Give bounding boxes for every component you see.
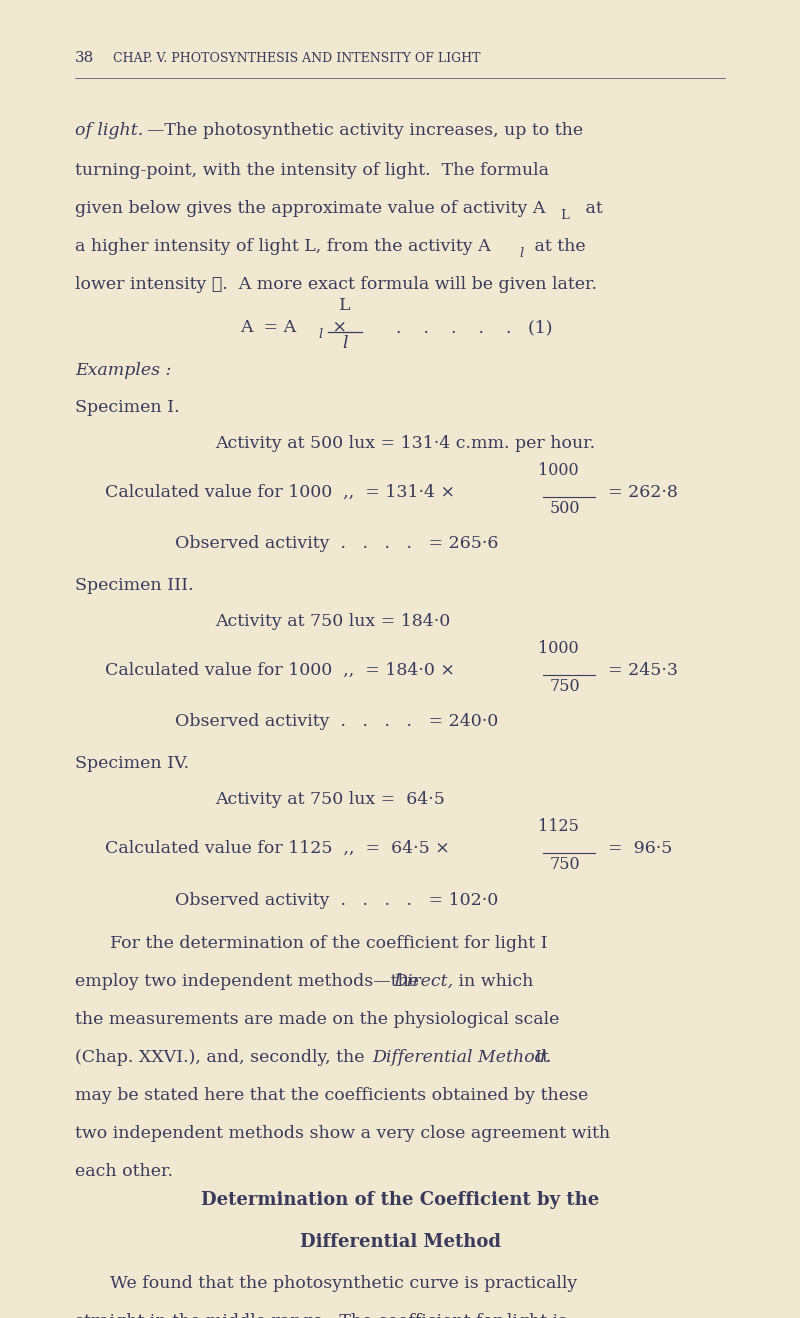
Text: Differential Method.: Differential Method.: [372, 1049, 551, 1066]
Text: It: It: [524, 1049, 549, 1066]
Text: lower intensity ℓ.  A more exact formula will be given later.: lower intensity ℓ. A more exact formula …: [75, 275, 597, 293]
Text: .    .    .    .    .   (1): . . . . . (1): [385, 319, 553, 336]
Text: Observed activity  .   .   .   .   = 102·0: Observed activity . . . . = 102·0: [175, 892, 498, 909]
Text: a higher intensity of light L, from the activity A: a higher intensity of light L, from the …: [75, 239, 490, 254]
Text: each other.: each other.: [75, 1162, 173, 1180]
Text: Calculated value for 1000  ,,  = 184·0 ×: Calculated value for 1000 ,, = 184·0 ×: [105, 662, 455, 679]
Text: L: L: [339, 297, 350, 314]
Text: employ two independent methods—the: employ two independent methods—the: [75, 973, 425, 990]
Text: Activity at 500 lux = 131·4 c.mm. per hour.: Activity at 500 lux = 131·4 c.mm. per ho…: [215, 435, 595, 452]
Text: 1125: 1125: [538, 818, 578, 836]
Text: Determination of the Coefficient by the: Determination of the Coefficient by the: [201, 1191, 599, 1209]
Text: We found that the photosynthetic curve is practically: We found that the photosynthetic curve i…: [110, 1275, 578, 1292]
Text: = 245·3: = 245·3: [608, 662, 678, 679]
Text: Examples :: Examples :: [75, 362, 171, 380]
Text: straight in the middle range.  The coefficient for light is: straight in the middle range. The coeffi…: [75, 1313, 567, 1318]
Text: Differential Method: Differential Method: [299, 1234, 501, 1251]
Text: 1000: 1000: [538, 641, 578, 656]
Text: at: at: [580, 200, 602, 217]
Text: may be stated here that the coefficients obtained by these: may be stated here that the coefficients…: [75, 1087, 588, 1104]
Text: L: L: [561, 210, 570, 221]
Text: 1000: 1000: [538, 463, 578, 478]
Text: Calculated value for 1000  ,,  = 131·4 ×: Calculated value for 1000 ,, = 131·4 ×: [105, 484, 455, 501]
Text: 750: 750: [550, 855, 580, 873]
Text: l: l: [342, 335, 348, 352]
Text: l: l: [318, 328, 322, 341]
Text: two independent methods show a very close agreement with: two independent methods show a very clos…: [75, 1126, 610, 1141]
Text: For the determination of the coefficient for light I: For the determination of the coefficient…: [110, 934, 548, 952]
Text: Specimen III.: Specimen III.: [75, 577, 194, 594]
Text: at the: at the: [529, 239, 586, 254]
Text: 500: 500: [550, 500, 580, 517]
Text: A  = A: A = A: [240, 319, 296, 336]
Text: l: l: [519, 246, 523, 260]
Text: Specimen I.: Specimen I.: [75, 399, 180, 416]
Text: Observed activity  .   .   .   .   = 265·6: Observed activity . . . . = 265·6: [175, 535, 498, 552]
Text: of light.: of light.: [75, 123, 143, 138]
Text: Specimen IV.: Specimen IV.: [75, 755, 189, 772]
Text: —The photosynthetic activity increases, up to the: —The photosynthetic activity increases, …: [147, 123, 583, 138]
Text: 38: 38: [75, 51, 94, 65]
Text: Observed activity  .   .   .   .   = 240·0: Observed activity . . . . = 240·0: [175, 713, 498, 730]
Text: turning-point, with the intensity of light.  The formula: turning-point, with the intensity of lig…: [75, 162, 549, 179]
Text: = 262·8: = 262·8: [608, 484, 678, 501]
Text: given below gives the approximate value of activity A: given below gives the approximate value …: [75, 200, 546, 217]
Text: Activity at 750 lux = 184·0: Activity at 750 lux = 184·0: [215, 613, 450, 630]
Text: 750: 750: [550, 677, 580, 695]
Text: CHAP. V. PHOTOSYNTHESIS AND INTENSITY OF LIGHT: CHAP. V. PHOTOSYNTHESIS AND INTENSITY OF…: [113, 51, 481, 65]
Text: Direct,: Direct,: [393, 973, 453, 990]
Text: in which: in which: [453, 973, 534, 990]
Text: Activity at 750 lux =  64·5: Activity at 750 lux = 64·5: [215, 791, 445, 808]
Text: the measurements are made on the physiological scale: the measurements are made on the physiol…: [75, 1011, 559, 1028]
Text: =  96·5: = 96·5: [608, 840, 672, 857]
Text: ×: ×: [327, 319, 347, 336]
Text: (Chap. XXVI.), and, secondly, the: (Chap. XXVI.), and, secondly, the: [75, 1049, 370, 1066]
Text: Calculated value for 1125  ,,  =  64·5 ×: Calculated value for 1125 ,, = 64·5 ×: [105, 840, 450, 857]
